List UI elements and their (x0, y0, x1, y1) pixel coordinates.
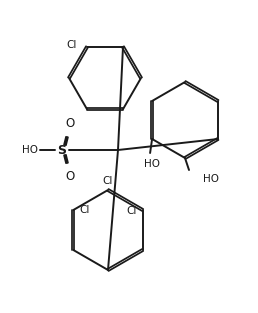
Text: O: O (65, 170, 75, 183)
Text: S: S (58, 143, 67, 156)
Text: Cl: Cl (79, 205, 90, 215)
Text: Cl: Cl (67, 40, 77, 50)
Text: HO: HO (22, 145, 38, 155)
Text: HO: HO (203, 174, 219, 184)
Text: Cl: Cl (103, 176, 113, 186)
Text: O: O (65, 117, 75, 130)
Text: Cl: Cl (126, 206, 137, 216)
Text: HO: HO (144, 159, 160, 169)
